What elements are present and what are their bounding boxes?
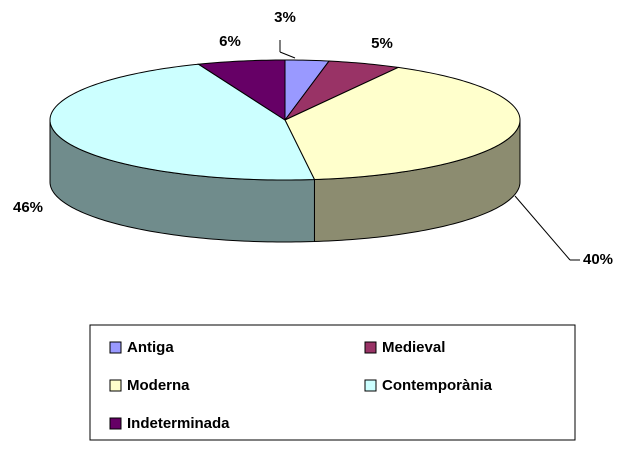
legend-label: Medieval xyxy=(382,339,445,356)
legend-swatch xyxy=(364,379,377,392)
data-label: 5% xyxy=(371,35,393,52)
data-label: 46% xyxy=(13,199,43,216)
data-label: 6% xyxy=(219,33,241,50)
legend-label: Indeterminada xyxy=(127,415,230,432)
data-label: 40% xyxy=(583,251,613,268)
pie-slice xyxy=(49,63,316,181)
pie-slice xyxy=(284,60,400,121)
leader-line xyxy=(514,195,571,261)
legend-box xyxy=(89,324,576,441)
leader-line xyxy=(279,51,296,59)
legend-label: Contemporània xyxy=(382,377,493,394)
legend-swatch xyxy=(109,341,122,354)
legend-swatch xyxy=(109,379,122,392)
pie-slice xyxy=(197,59,286,121)
legend-swatch xyxy=(364,341,377,354)
pie-slice xyxy=(284,66,521,181)
legend-swatch xyxy=(109,417,122,430)
data-label: 3% xyxy=(274,9,296,26)
legend-label: Antiga xyxy=(127,339,174,356)
legend-label: Moderna xyxy=(127,377,190,394)
